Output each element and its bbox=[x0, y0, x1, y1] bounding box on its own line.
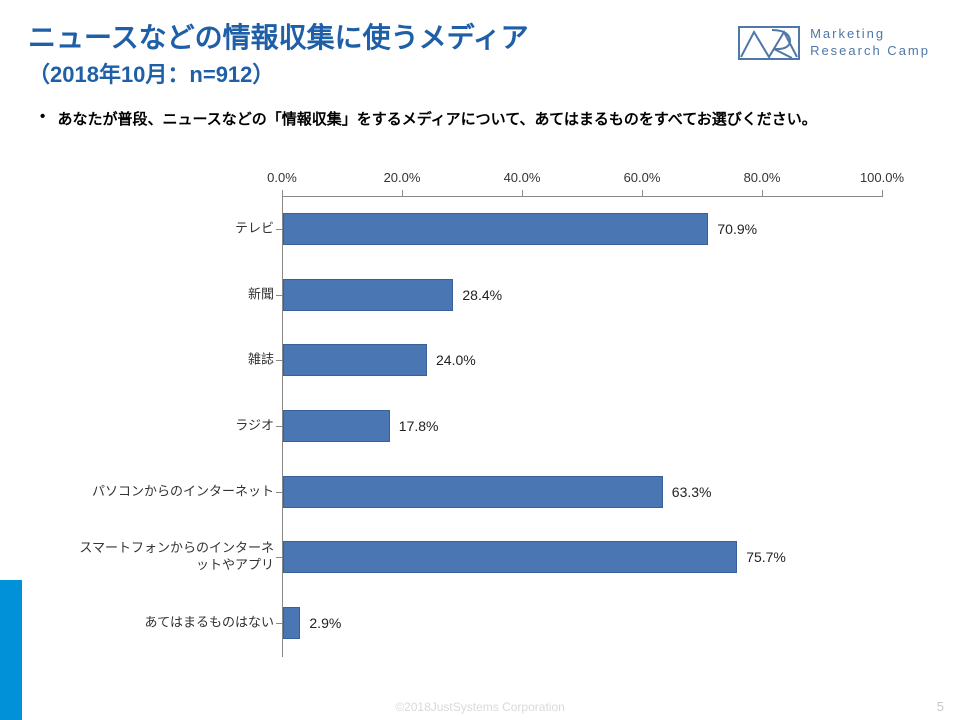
y-tick bbox=[276, 623, 282, 624]
page-subtitle: （2018年10月：n=912） bbox=[28, 57, 648, 89]
bar-value-label: 28.4% bbox=[462, 287, 502, 303]
bar-value-label: 2.9% bbox=[309, 615, 341, 631]
question-text: • あなたが普段、ニュースなどの「情報収集」をするメディアについて、あてはまるも… bbox=[40, 108, 920, 129]
bar-value-label: 70.9% bbox=[717, 221, 757, 237]
category-label: 新聞 bbox=[74, 286, 274, 303]
bar-chart: 0.0% 20.0% 40.0% 60.0% 80.0% 100.0% テレビ 70.9% 新聞… bbox=[0, 160, 960, 670]
category-label: テレビ bbox=[74, 220, 274, 237]
bar bbox=[283, 410, 390, 442]
category-label: 雑誌 bbox=[74, 352, 274, 369]
x-tick-label: 40.0% bbox=[504, 170, 541, 185]
question-body: あなたが普段、ニュースなどの「情報収集」をするメディアについて、あてはまるものを… bbox=[57, 108, 907, 129]
logo-text-line1: Marketing bbox=[810, 26, 930, 43]
category-label: パソコンからのインターネット bbox=[74, 483, 274, 500]
logo-text-line2: Research Camp bbox=[810, 43, 930, 60]
x-tick bbox=[282, 190, 283, 196]
bar-value-label: 63.3% bbox=[672, 484, 712, 500]
bar bbox=[283, 476, 663, 508]
y-tick bbox=[276, 295, 282, 296]
bullet-icon: • bbox=[40, 108, 45, 125]
y-tick bbox=[276, 492, 282, 493]
x-tick-label: 0.0% bbox=[267, 170, 297, 185]
category-label: ラジオ bbox=[74, 417, 274, 434]
y-tick bbox=[276, 557, 282, 558]
logo-icon bbox=[738, 26, 800, 60]
bar-value-label: 17.8% bbox=[399, 418, 439, 434]
x-tick bbox=[402, 190, 403, 196]
x-tick bbox=[762, 190, 763, 196]
x-tick-label: 80.0% bbox=[744, 170, 781, 185]
copyright: ©2018JustSystems Corporation bbox=[0, 700, 960, 714]
logo-text: Marketing Research Camp bbox=[810, 26, 930, 60]
x-tick bbox=[882, 190, 883, 196]
y-tick bbox=[276, 360, 282, 361]
x-tick bbox=[522, 190, 523, 196]
y-tick bbox=[276, 229, 282, 230]
category-label: あてはまるものはない bbox=[74, 615, 274, 632]
y-tick bbox=[276, 426, 282, 427]
x-tick-label: 20.0% bbox=[384, 170, 421, 185]
bar-value-label: 24.0% bbox=[436, 352, 476, 368]
bar-value-label: 75.7% bbox=[746, 549, 786, 565]
x-tick-label: 100.0% bbox=[860, 170, 904, 185]
bar bbox=[283, 279, 453, 311]
x-tick bbox=[642, 190, 643, 196]
page-title: ニュースなどの情報収集に使うメディア bbox=[28, 20, 648, 55]
x-tick-label: 60.0% bbox=[624, 170, 661, 185]
title-block: ニュースなどの情報収集に使うメディア （2018年10月：n=912） bbox=[28, 20, 648, 89]
category-label: スマートフォンからのインターネットやアプリ bbox=[74, 540, 274, 574]
bar bbox=[283, 541, 737, 573]
bar bbox=[283, 607, 300, 639]
bar bbox=[283, 213, 708, 245]
page-number: 5 bbox=[937, 699, 944, 714]
logo: Marketing Research Camp bbox=[738, 26, 930, 60]
bar bbox=[283, 344, 427, 376]
